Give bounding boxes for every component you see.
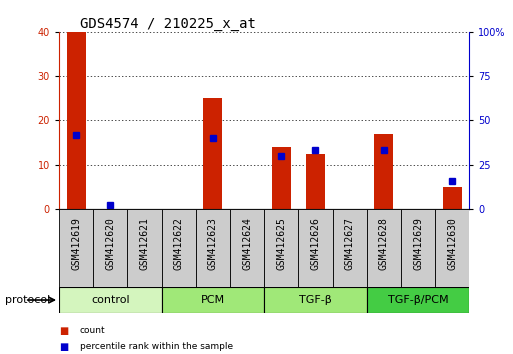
- Bar: [264, 287, 367, 313]
- Bar: [59, 287, 162, 313]
- Text: ■: ■: [59, 342, 68, 352]
- Bar: [332, 209, 367, 290]
- Bar: [204, 98, 222, 209]
- Text: GSM412623: GSM412623: [208, 217, 218, 270]
- Text: control: control: [91, 295, 130, 305]
- Bar: [162, 209, 196, 290]
- Bar: [299, 209, 332, 290]
- Text: protocol: protocol: [5, 295, 50, 305]
- Bar: [127, 209, 162, 290]
- Text: GSM412626: GSM412626: [310, 217, 321, 270]
- Bar: [93, 209, 127, 290]
- Bar: [196, 209, 230, 290]
- Bar: [367, 209, 401, 290]
- Bar: [374, 134, 393, 209]
- Bar: [59, 209, 93, 290]
- Bar: [401, 209, 435, 290]
- Text: GDS4574 / 210225_x_at: GDS4574 / 210225_x_at: [80, 17, 255, 31]
- Text: ■: ■: [59, 326, 68, 336]
- Text: GSM412627: GSM412627: [345, 217, 354, 270]
- Bar: [230, 209, 264, 290]
- Bar: [443, 187, 462, 209]
- Text: GSM412622: GSM412622: [174, 217, 184, 270]
- Bar: [306, 154, 325, 209]
- Bar: [162, 287, 264, 313]
- Text: GSM412625: GSM412625: [277, 217, 286, 270]
- Text: GSM412624: GSM412624: [242, 217, 252, 270]
- Text: GSM412621: GSM412621: [140, 217, 149, 270]
- Text: GSM412630: GSM412630: [447, 217, 457, 270]
- Bar: [435, 209, 469, 290]
- Bar: [264, 209, 299, 290]
- Text: GSM412619: GSM412619: [71, 217, 81, 270]
- Text: GSM412629: GSM412629: [413, 217, 423, 270]
- Text: percentile rank within the sample: percentile rank within the sample: [80, 342, 232, 352]
- Text: count: count: [80, 326, 105, 336]
- Bar: [67, 32, 86, 209]
- Text: TGF-β: TGF-β: [299, 295, 332, 305]
- Text: GSM412628: GSM412628: [379, 217, 389, 270]
- Bar: [272, 147, 291, 209]
- Text: TGF-β/PCM: TGF-β/PCM: [388, 295, 448, 305]
- Bar: [367, 287, 469, 313]
- Text: GSM412620: GSM412620: [105, 217, 115, 270]
- Text: PCM: PCM: [201, 295, 225, 305]
